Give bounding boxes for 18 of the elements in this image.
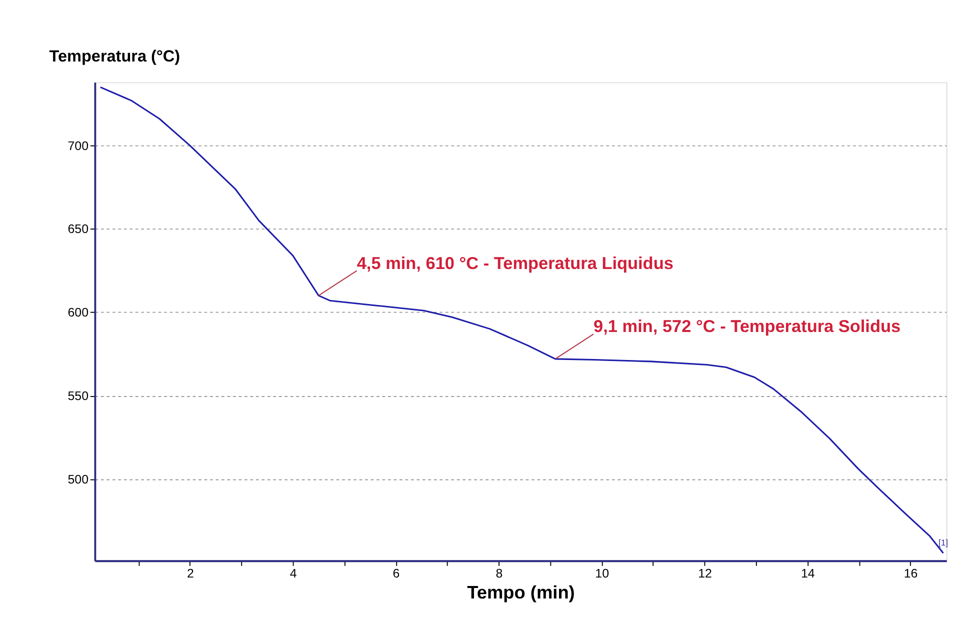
annotation: 9,1 min, 572 °C - Temperatura Solidus	[594, 316, 901, 336]
x-tick-label: 6	[392, 566, 400, 580]
y-tick-label: 600	[68, 306, 89, 320]
x-tick-label: 14	[800, 566, 815, 580]
annotation: [1]	[938, 537, 948, 548]
x-tick-label: 4	[290, 566, 297, 580]
y-tick-label: 550	[68, 388, 89, 403]
y-tick-label: 700	[68, 138, 89, 153]
y-tick-label: 500	[68, 472, 89, 486]
x-axis-title: Tempo (min)	[467, 582, 575, 602]
x-tick-label: 12	[698, 566, 712, 580]
x-tick-label: 8	[496, 566, 503, 580]
y-tick-label: 650	[68, 222, 89, 236]
annotation: 4,5 min, 610 °C - Temperatura Liquidus	[356, 252, 674, 273]
x-tick-label: 10	[595, 566, 610, 580]
x-tick-label: 2	[186, 566, 194, 580]
x-tick-label: 16	[904, 566, 918, 580]
y-axis-title: Temperatura (°C)	[49, 48, 180, 66]
